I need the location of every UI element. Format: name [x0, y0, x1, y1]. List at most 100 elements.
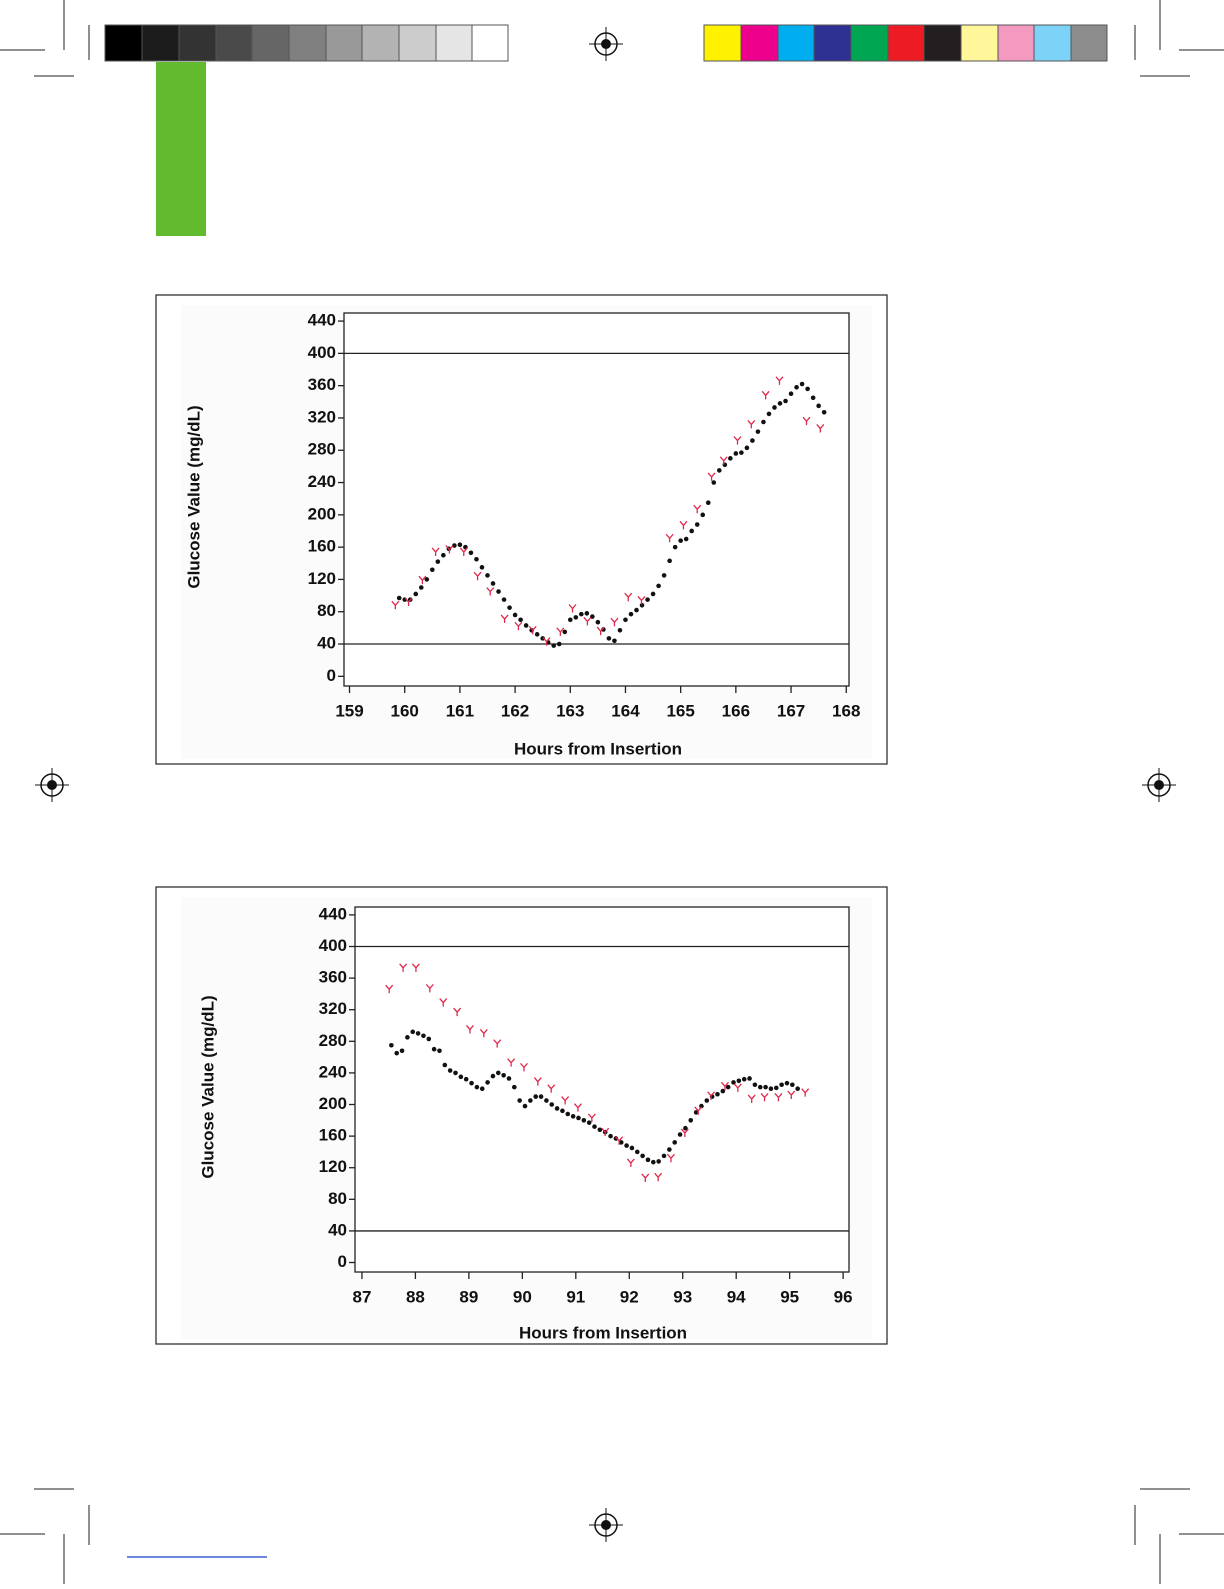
sensor-point	[468, 550, 474, 556]
y-tick-label: 0	[327, 666, 336, 685]
sensor-point	[741, 1076, 747, 1082]
sensor-point	[739, 450, 744, 455]
x-tick-label: 168	[832, 701, 860, 720]
reference-point	[547, 1084, 556, 1093]
reference-point	[519, 1062, 528, 1072]
y-tick-label: 360	[308, 375, 336, 394]
reference-point	[453, 1007, 462, 1017]
reference-point	[654, 1172, 663, 1182]
sensor-point	[562, 629, 568, 635]
sensor-point	[816, 403, 821, 409]
sensor-point	[629, 1145, 635, 1151]
sensor-point	[651, 1159, 656, 1165]
x-tick-label: 95	[780, 1287, 799, 1306]
sensor-point	[479, 565, 485, 570]
sensor-point	[777, 401, 783, 406]
sensor-point	[490, 1073, 496, 1079]
sensor-point	[645, 1157, 651, 1163]
sensor-point	[584, 611, 590, 616]
reference-point	[561, 1096, 570, 1105]
reference-point	[775, 376, 784, 385]
sensor-point	[672, 1140, 678, 1145]
sensor-point	[435, 559, 441, 564]
reference-point	[733, 1083, 742, 1092]
sensor-point	[405, 1035, 410, 1040]
sensor-point	[715, 1091, 720, 1097]
y-tick-label: 120	[319, 1157, 347, 1176]
sensor-point	[396, 595, 402, 601]
sensor-point	[799, 381, 805, 387]
sensor-point	[441, 552, 446, 558]
sensor-point	[763, 1084, 768, 1090]
sensor-point	[413, 591, 419, 597]
sensor-point	[720, 1088, 726, 1094]
x-tick-label: 92	[620, 1287, 639, 1306]
y-tick-label: 360	[319, 968, 347, 987]
sensor-point	[540, 636, 545, 641]
sensor-point	[424, 577, 430, 582]
sensor-point	[689, 528, 695, 534]
sensor-point	[592, 1124, 597, 1129]
sensor-point	[430, 567, 435, 573]
reference-point	[573, 1103, 582, 1112]
x-tick-label: 94	[727, 1287, 746, 1306]
reference-point	[583, 616, 592, 626]
reference-point	[666, 1153, 675, 1163]
sensor-point	[783, 398, 788, 404]
sensor-point	[442, 1062, 448, 1068]
x-tick-label: 164	[611, 701, 640, 720]
gray-bar	[104, 24, 509, 62]
sensor-point	[757, 1084, 763, 1090]
sensor-point	[517, 1098, 522, 1103]
sensor-point	[750, 438, 755, 443]
sensor-point	[794, 384, 799, 390]
sensor-point	[507, 605, 512, 610]
y-tick-label: 0	[338, 1252, 347, 1271]
reference-point	[615, 1136, 624, 1145]
sensor-point	[773, 1085, 779, 1091]
reference-point	[637, 595, 646, 605]
reference-point	[747, 419, 756, 429]
sensor-point	[790, 1082, 795, 1088]
sensor-point	[528, 1098, 533, 1103]
sensor-point	[538, 1094, 544, 1099]
reference-point	[418, 575, 427, 585]
x-tick-label: 166	[722, 701, 750, 720]
sensor-point	[522, 1103, 528, 1109]
sensor-point	[447, 1068, 453, 1073]
sensor-point	[437, 1048, 442, 1054]
reference-point	[787, 1090, 796, 1100]
x-tick-label: 167	[777, 701, 805, 720]
sensor-point	[518, 617, 523, 623]
x-tick-label: 96	[834, 1287, 853, 1306]
reference-point	[439, 998, 448, 1007]
sensor-point	[733, 451, 739, 456]
reference-point	[720, 1081, 729, 1091]
sensor-point	[821, 410, 827, 415]
sensor-point	[628, 611, 634, 617]
sensor-point	[431, 1046, 437, 1052]
sensor-point	[613, 1136, 619, 1141]
sensor-point	[699, 1103, 704, 1109]
reference-point	[679, 520, 688, 530]
x-tick-label: 90	[513, 1287, 532, 1306]
sensor-point	[700, 512, 706, 518]
sensor-point	[533, 1094, 539, 1099]
sensor-point	[458, 1074, 464, 1080]
y-tick-label: 120	[308, 569, 336, 588]
x-axis-label: Hours from Insertion	[519, 1323, 687, 1342]
sensor-point	[501, 1072, 506, 1078]
sensor-point	[656, 583, 661, 589]
y-axis-label: Glucose Value (mg/dL)	[184, 405, 203, 588]
sensor-point	[667, 558, 672, 564]
y-tick-label: 40	[317, 634, 336, 653]
sensor-point	[534, 632, 540, 637]
sensor-point	[453, 1070, 458, 1076]
sensor-point	[693, 1110, 699, 1115]
sensor-point	[501, 597, 507, 602]
sensor-point	[506, 1076, 512, 1081]
reference-point	[479, 1028, 488, 1038]
reference-point	[445, 545, 454, 554]
sensor-point	[474, 1084, 480, 1090]
